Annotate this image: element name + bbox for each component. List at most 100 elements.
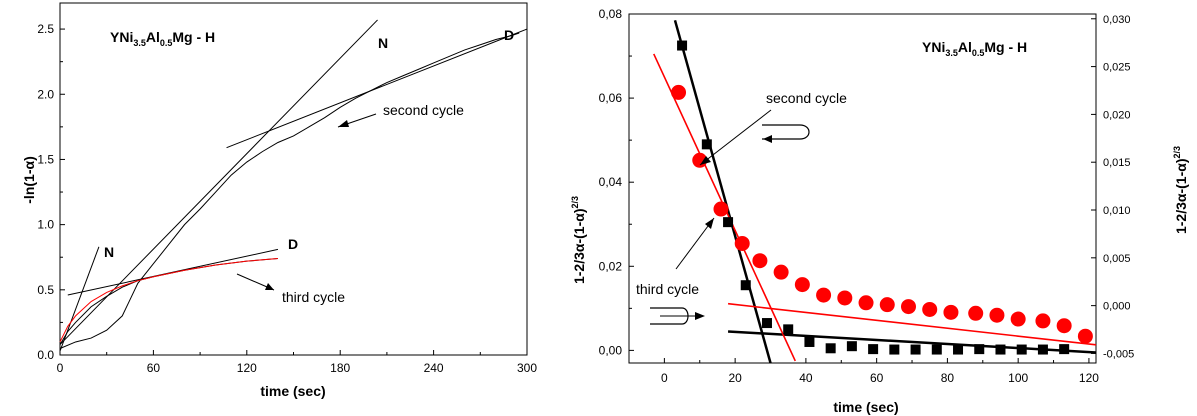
right-data-point-circle — [879, 297, 895, 313]
left-x-tick-label: 60 — [147, 361, 161, 375]
left-x-tick-label: 120 — [237, 361, 257, 375]
right-data-point-circle — [752, 253, 768, 269]
right-fit-line-2 — [727, 330, 1097, 354]
right-label-third-cycle: third cycle — [636, 281, 699, 297]
left-y-tick-label: 0.0 — [37, 348, 54, 362]
right-data-point-square — [723, 217, 734, 228]
left-y-ticks: 0.0 0.5 1.0 1.5 2.0 2.5 — [37, 22, 65, 362]
right-secondary-y-tick-label: 0,005 — [1103, 253, 1131, 265]
left-fit-lines — [59, 19, 528, 352]
right-secondary-y-ticks: -0,005 0,000 0,005 0,010 0,015 0,020 0,025 0,03… — [1091, 14, 1134, 360]
right-arrow-third-cycle — [675, 217, 715, 270]
right-data-point-circle — [773, 264, 789, 280]
right-secondary-y-tick-label: 0,000 — [1103, 301, 1131, 313]
right-secondary-y-tick-label: 0,025 — [1103, 62, 1131, 74]
right-arrowhead-right-third-cycle — [695, 312, 705, 320]
right-y-tick-label: 0,04 — [599, 175, 623, 189]
right-data-point-circle — [922, 301, 938, 317]
left-x-tick-label: 300 — [517, 361, 537, 375]
right-data-point-square — [825, 343, 836, 354]
left-arrowhead-third-cycle — [265, 283, 274, 290]
right-label-second-cycle: second cycle — [766, 90, 847, 106]
left-fit-line-n — [59, 19, 378, 345]
right-data-point-circle — [713, 201, 729, 217]
right-x-tick-label: 80 — [941, 371, 955, 385]
left-x-tick-label: 240 — [424, 361, 444, 375]
right-squiggle-second-cycle — [762, 124, 810, 140]
right-data-point-square — [953, 344, 964, 355]
right-data-point-circle — [1056, 318, 1072, 334]
right-fit-line-4 — [727, 302, 1097, 346]
right-arrowhead-second-cycle — [700, 156, 711, 165]
right-data-point-circle — [1010, 311, 1026, 327]
left-x-tick-label: 0 — [57, 361, 64, 375]
right-data-point-circle — [794, 277, 810, 293]
right-data-point-square — [740, 280, 751, 291]
right-data-point-square — [910, 344, 921, 355]
left-formula: YNi3.5Al0.5Mg - H — [110, 29, 215, 48]
right-data-point-circle — [989, 307, 1005, 323]
right-x-tick-label: 20 — [728, 371, 742, 385]
right-data-point-circle — [837, 290, 853, 306]
right-series — [671, 40, 1093, 355]
right-data-point-square — [889, 344, 900, 355]
right-formula: YNi3.5Al0.5Mg - H — [922, 39, 1027, 58]
right-data-point-square — [846, 341, 857, 352]
right-y-tick-label: 0,08 — [599, 7, 623, 21]
right-data-point-circle — [858, 295, 874, 311]
right-y-tick-label: 0,02 — [599, 259, 623, 273]
left-plot-frame — [59, 2, 528, 356]
right-x-tick-label: 0 — [661, 371, 668, 385]
right-data-point-circle — [1077, 328, 1093, 344]
right-data-point-square — [931, 344, 942, 355]
right-data-point-square — [761, 318, 772, 329]
right-y-tick-label: 0,00 — [599, 343, 623, 357]
left-y-tick-label: 1.5 — [37, 152, 54, 166]
left-y-tick-label: 1.0 — [37, 218, 54, 232]
left-x-tick-label: 180 — [330, 361, 350, 375]
left-y-tick-label: 2.5 — [37, 22, 54, 36]
right-arrow-second-cycle — [699, 109, 772, 166]
right-plot-frame — [628, 13, 1097, 364]
left-y-axis-title: -ln(1-α) — [21, 156, 37, 203]
right-secondary-y-axis-title: 1-2/3α-(1-α)2/3 — [1172, 146, 1189, 234]
left-panel: 0 60 120 180 240 300 0.0 0.5 1.0 1.5 2.0 2.5 time … — [21, 2, 537, 399]
left-x-ticks: 0 60 120 180 240 300 — [57, 350, 537, 375]
right-data-point-square — [701, 139, 712, 150]
left-label-d-lower: D — [288, 236, 298, 252]
right-data-point-square — [995, 344, 1006, 355]
right-data-point-circle — [816, 287, 832, 303]
right-data-point-circle — [734, 235, 750, 251]
right-data-point-square — [677, 40, 688, 51]
left-label-second-cycle: second cycle — [383, 102, 464, 118]
right-data-point-square — [1016, 344, 1027, 355]
left-series-line-3 — [59, 258, 278, 343]
right-data-point-circle — [968, 305, 984, 321]
right-data-point-square — [868, 344, 879, 355]
right-data-point-square — [783, 324, 794, 335]
left-series-line-1 — [59, 32, 520, 349]
right-data-point-square — [804, 336, 815, 347]
left-series — [59, 32, 520, 349]
right-y-axis-title: 1-2/3α-(1-α)2/3 — [570, 196, 587, 284]
right-data-point-square — [1059, 344, 1070, 355]
left-fit-line-d — [226, 28, 528, 149]
left-x-axis-title: time (sec) — [260, 383, 325, 399]
right-y-tick-label: 0,06 — [599, 91, 623, 105]
right-y-ticks: 0,00 0,02 0,04 0,06 0,08 — [599, 7, 634, 357]
left-label-n-upper: N — [378, 35, 388, 51]
right-secondary-y-tick-label: 0,030 — [1103, 14, 1131, 26]
left-label-d-upper: D — [504, 27, 514, 43]
left-y-tick-label: 2.0 — [37, 87, 54, 101]
right-x-ticks: 0 20 40 60 80 100 120 — [628, 358, 1099, 385]
right-data-point-square — [1037, 344, 1048, 355]
right-x-tick-label: 40 — [799, 371, 813, 385]
right-secondary-y-tick-label: 0,020 — [1103, 109, 1131, 121]
right-data-point-circle — [671, 84, 687, 100]
left-label-third-cycle: third cycle — [282, 289, 345, 305]
right-x-tick-label: 120 — [1079, 371, 1099, 385]
right-data-point-circle — [943, 304, 959, 320]
right-x-tick-label: 100 — [1008, 371, 1028, 385]
right-x-axis-title: time (sec) — [833, 399, 898, 415]
